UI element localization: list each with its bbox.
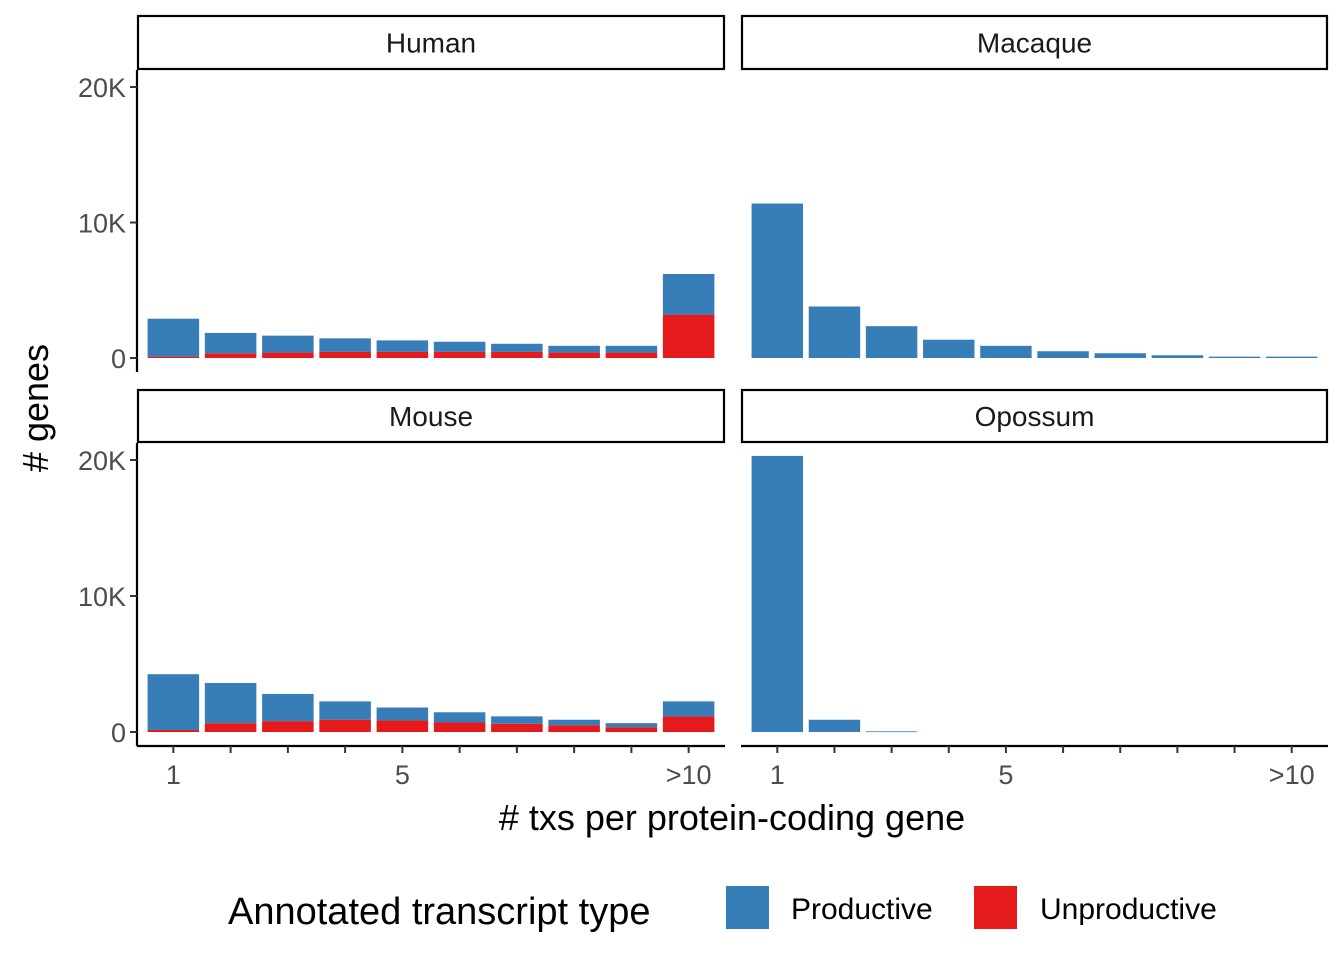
bar-productive-mouse-8 <box>548 719 600 726</box>
x-tick-label: >10 <box>1269 760 1315 790</box>
bar-unproductive-human-9 <box>605 352 658 358</box>
legend-swatch-unproductive <box>974 886 1017 929</box>
panel-mouse: Mouse <box>136 388 726 732</box>
facet-strip <box>136 388 726 444</box>
bar-unproductive-mouse-7 <box>491 723 543 732</box>
y-tick-label: 20K <box>78 446 126 476</box>
bar-productive-human-1 <box>147 318 200 357</box>
bar-productive-opossum-2 <box>808 719 861 732</box>
bar-productive-mouse-1 <box>147 674 200 730</box>
bar-unproductive-mouse-2 <box>204 723 257 732</box>
y-tick-label: 10K <box>78 582 126 612</box>
x-tick-label: 1 <box>770 760 785 790</box>
x-tick-label: 5 <box>395 760 410 790</box>
facet-label: Macaque <box>977 28 1092 59</box>
bar-productive-macaque-1 <box>751 203 804 358</box>
panel-opossum: Opossum <box>740 388 1329 733</box>
facet-strip <box>136 14 726 71</box>
panel-macaque: Macaque <box>740 14 1329 358</box>
bar-productive-human-gt10 <box>662 273 715 315</box>
bar-productive-human-6 <box>433 341 486 352</box>
legend-title: Annotated transcript type <box>228 891 650 933</box>
y-axis-mouse: 0 10K 20K <box>78 443 139 748</box>
bar-productive-mouse-gt10 <box>662 701 715 717</box>
y-axis-human: 0 10K 20K <box>78 70 139 374</box>
bar-productive-macaque-3 <box>865 326 918 358</box>
bar-productive-macaque-7 <box>1094 353 1146 358</box>
bar-unproductive-human-8 <box>548 352 600 358</box>
bar-productive-mouse-9 <box>605 723 658 728</box>
legend: Annotated transcript type Productive Unp… <box>228 886 1217 933</box>
x-axis-opossum: 1 5 >10 <box>741 744 1328 790</box>
bar-unproductive-human-2 <box>204 353 257 358</box>
bar-unproductive-human-7 <box>491 351 543 358</box>
legend-swatch-productive <box>726 886 769 929</box>
bar-productive-macaque-6 <box>1037 351 1089 358</box>
bar-productive-mouse-3 <box>262 693 314 722</box>
bar-unproductive-human-4 <box>319 351 371 358</box>
y-tick-label: 20K <box>78 73 126 103</box>
facet-label: Human <box>386 28 476 59</box>
bar-productive-macaque-4 <box>923 339 975 358</box>
x-axis-mouse: 1 5 >10 <box>137 744 725 790</box>
bar-productive-mouse-7 <box>491 716 543 724</box>
x-tick-label: 5 <box>998 760 1013 790</box>
y-axis-title: # genes <box>15 344 56 472</box>
facet-label: Mouse <box>389 401 473 432</box>
bar-productive-human-3 <box>262 335 314 353</box>
bar-productive-macaque-5 <box>980 345 1032 358</box>
bar-productive-human-7 <box>491 343 543 352</box>
bar-productive-mouse-4 <box>319 701 371 720</box>
x-axis-title: # txs per protein-coding gene <box>499 797 965 838</box>
x-tick-label: >10 <box>666 760 712 790</box>
bar-productive-human-4 <box>319 338 371 352</box>
bar-unproductive-human-3 <box>262 352 314 358</box>
axes: 0 10K 20K 0 10K 20K 1 5 >10 1 5 >10 <box>78 70 1328 790</box>
y-tick-label: 10K <box>78 209 126 239</box>
facet-strip <box>740 14 1329 71</box>
bar-productive-mouse-2 <box>204 683 257 724</box>
bar-productive-macaque-gt10 <box>1265 356 1318 358</box>
bar-unproductive-mouse-4 <box>319 719 371 732</box>
panels: Human Macaque Mouse Opossum <box>136 14 1329 733</box>
bar-unproductive-mouse-5 <box>376 720 429 732</box>
x-tick-label: 1 <box>166 760 181 790</box>
facet-label: Opossum <box>975 401 1095 432</box>
bar-unproductive-mouse-8 <box>548 725 600 732</box>
panel-human: Human <box>136 14 726 358</box>
bar-productive-human-8 <box>548 345 600 353</box>
legend-label-productive: Productive <box>791 893 933 926</box>
bar-productive-human-5 <box>376 340 429 352</box>
bar-productive-human-9 <box>605 345 658 353</box>
bar-productive-human-2 <box>204 332 257 354</box>
bar-unproductive-mouse-1 <box>147 729 200 732</box>
bar-unproductive-human-gt10 <box>662 314 715 358</box>
bar-unproductive-mouse-3 <box>262 721 314 732</box>
bar-productive-macaque-2 <box>808 306 861 358</box>
y-tick-label: 0 <box>111 718 126 748</box>
legend-label-unproductive: Unproductive <box>1040 893 1217 926</box>
bar-productive-opossum-3 <box>865 731 918 733</box>
bar-productive-macaque-8 <box>1151 355 1204 358</box>
bar-productive-mouse-6 <box>433 712 486 723</box>
facet-strip <box>740 388 1329 444</box>
y-tick-label: 0 <box>111 344 126 374</box>
bar-productive-macaque-9 <box>1208 356 1261 358</box>
bar-unproductive-human-1 <box>147 356 200 358</box>
bar-unproductive-human-6 <box>433 351 486 358</box>
bar-unproductive-human-5 <box>376 351 429 358</box>
bar-unproductive-mouse-6 <box>433 722 486 732</box>
bar-productive-mouse-5 <box>376 707 429 721</box>
bar-unproductive-mouse-gt10 <box>662 716 715 732</box>
bar-productive-opossum-1 <box>751 455 804 732</box>
bar-unproductive-mouse-9 <box>605 727 658 732</box>
